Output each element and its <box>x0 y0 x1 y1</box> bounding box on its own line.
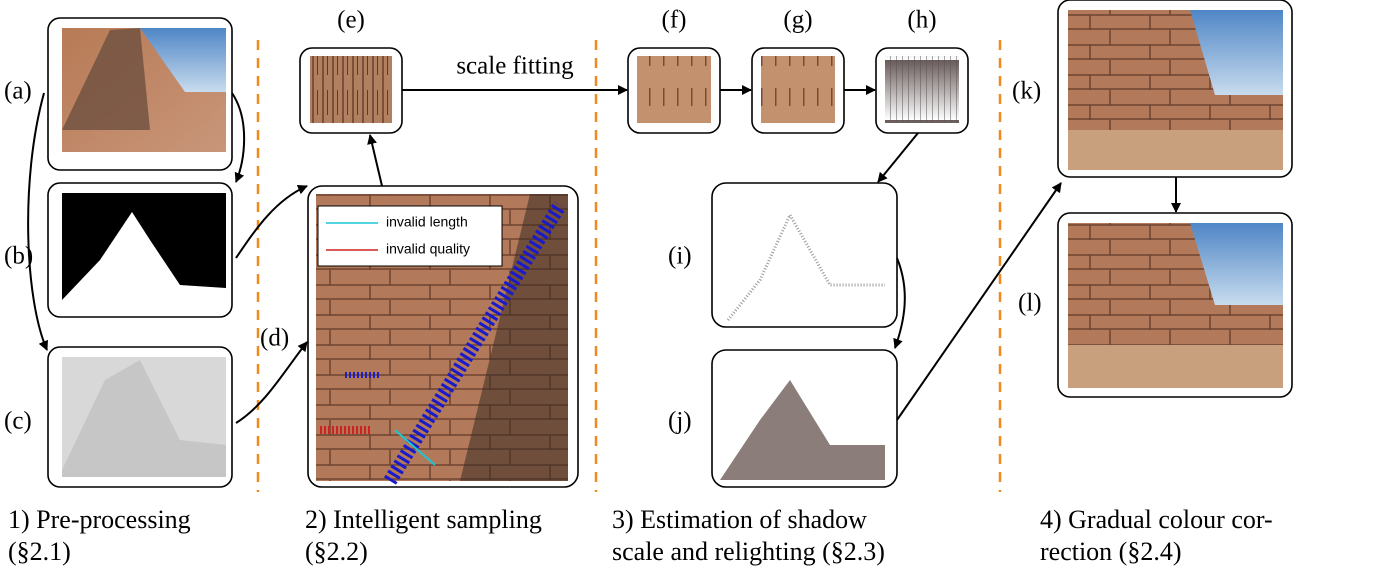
panel-label: (a) <box>4 78 32 105</box>
panel-label: (d) <box>260 325 289 352</box>
patch <box>761 56 835 123</box>
panel-label: (h) <box>907 7 936 34</box>
panel-label: (k) <box>1012 78 1041 105</box>
panel-label: (g) <box>783 7 812 34</box>
photo-ground <box>1068 130 1283 170</box>
stage-caption: (§2.2) <box>305 537 368 566</box>
panel-label: (e) <box>337 7 365 34</box>
edge-label: scale fitting <box>456 53 574 80</box>
legend-label: invalid length <box>386 214 468 230</box>
arrow <box>878 133 918 182</box>
stage-caption: 3) Estimation of shadow <box>612 505 867 534</box>
stage-caption: 4) Gradual colour cor- <box>1040 505 1273 534</box>
panel-label: (j) <box>668 408 692 435</box>
panel-label: (c) <box>4 408 32 435</box>
arrow <box>232 93 244 182</box>
stage-caption: 2) Intelligent sampling <box>305 505 542 534</box>
arrow <box>236 342 307 423</box>
panel-label: (f) <box>662 7 687 34</box>
panel-label: (i) <box>668 243 692 270</box>
panel-label: (l) <box>1018 290 1042 317</box>
stage-caption: (§2.1) <box>8 537 71 566</box>
stage-caption: 1) Pre-processing <box>8 505 191 534</box>
panel-label: (b) <box>4 243 33 270</box>
stage-caption: rection (§2.4) <box>1040 537 1182 566</box>
patch <box>310 56 392 123</box>
arrow <box>28 93 47 350</box>
arrow <box>236 186 307 258</box>
patch <box>637 56 711 123</box>
diagram: invalid length invalid quality (a) (b) (… <box>0 0 1374 572</box>
stage-caption: scale and relighting (§2.3) <box>612 537 885 566</box>
patch <box>885 56 959 123</box>
arrow <box>370 135 382 186</box>
legend-label: invalid quality <box>386 241 470 257</box>
photo-ground <box>1068 345 1283 388</box>
